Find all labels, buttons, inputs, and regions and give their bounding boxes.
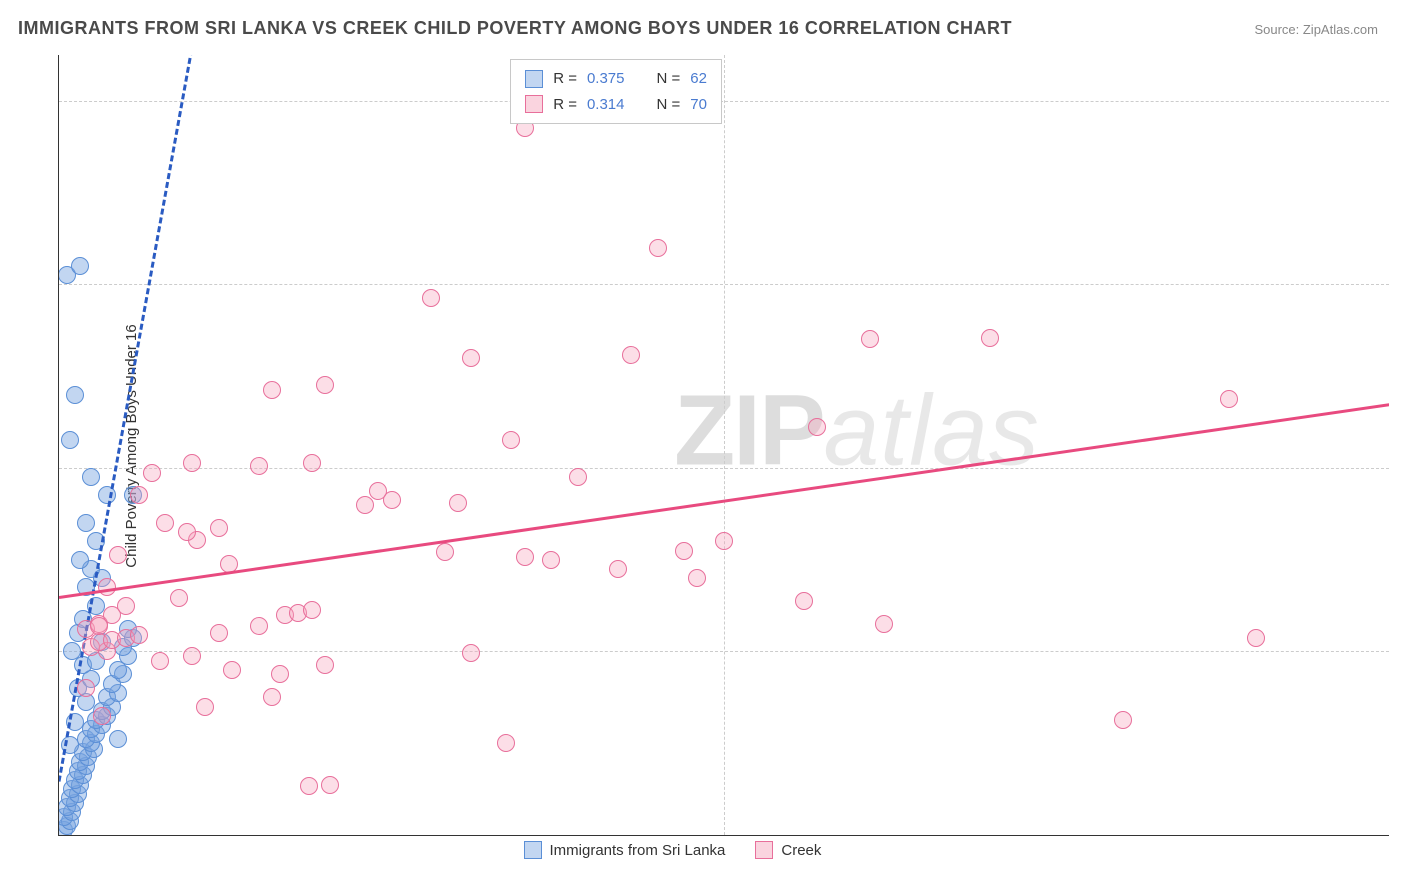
watermark-zip: ZIP (674, 375, 824, 487)
data-point (688, 569, 706, 587)
data-point (151, 652, 169, 670)
source-attribution: Source: ZipAtlas.com (1254, 22, 1378, 37)
data-point (250, 617, 268, 635)
n-label-1: N = (657, 66, 681, 92)
chart-title: IMMIGRANTS FROM SRI LANKA VS CREEK CHILD… (18, 18, 1012, 39)
n-value-1: 62 (690, 66, 707, 92)
data-point (300, 777, 318, 795)
data-point (356, 496, 374, 514)
data-point (622, 346, 640, 364)
legend-row-1: R = 0.375 N = 62 (525, 66, 707, 92)
data-point (795, 592, 813, 610)
data-point (1220, 390, 1238, 408)
data-point (103, 606, 121, 624)
data-point (109, 730, 127, 748)
source-value: ZipAtlas.com (1303, 22, 1378, 37)
data-point (156, 514, 174, 532)
data-point (369, 482, 387, 500)
data-point (569, 468, 587, 486)
data-point (210, 519, 228, 537)
r-value-1: 0.375 (587, 66, 625, 92)
data-point (462, 349, 480, 367)
data-point (183, 647, 201, 665)
data-point (462, 644, 480, 662)
data-point (436, 543, 454, 561)
data-point (71, 551, 89, 569)
data-point (130, 486, 148, 504)
data-point (715, 532, 733, 550)
data-point (316, 376, 334, 394)
data-point (981, 329, 999, 347)
data-point (649, 239, 667, 257)
data-point (516, 548, 534, 566)
gridline-v (724, 55, 725, 835)
watermark: ZIPatlas (674, 374, 1040, 489)
swatch-pink (525, 95, 543, 113)
data-point (71, 257, 89, 275)
data-point (502, 431, 520, 449)
data-point (321, 776, 339, 794)
data-point (422, 289, 440, 307)
data-point (497, 734, 515, 752)
series-label-1: Immigrants from Sri Lanka (550, 842, 726, 859)
swatch-blue (525, 70, 543, 88)
data-point (263, 688, 281, 706)
data-point (61, 431, 79, 449)
plot-area: ZIPatlas 20.0%40.0%60.0%80.0%0.0%50.0% (58, 55, 1389, 836)
data-point (77, 514, 95, 532)
data-point (183, 454, 201, 472)
data-point (303, 601, 321, 619)
data-point (93, 707, 111, 725)
data-point (143, 464, 161, 482)
data-point (875, 615, 893, 633)
data-point (250, 457, 268, 475)
data-point (130, 626, 148, 644)
data-point (675, 542, 693, 560)
n-label-2: N = (657, 92, 681, 118)
swatch-blue-2 (524, 841, 542, 859)
legend-series: Immigrants from Sri Lanka Creek (524, 841, 822, 859)
legend-item-2: Creek (755, 841, 821, 859)
data-point (1247, 629, 1265, 647)
data-point (808, 418, 826, 436)
data-point (223, 661, 241, 679)
chart-container: IMMIGRANTS FROM SRI LANKA VS CREEK CHILD… (0, 0, 1406, 892)
data-point (109, 546, 127, 564)
legend-item-1: Immigrants from Sri Lanka (524, 841, 726, 859)
data-point (609, 560, 627, 578)
data-point (66, 386, 84, 404)
r-label-2: R = (553, 92, 577, 118)
data-point (82, 468, 100, 486)
data-point (303, 454, 321, 472)
swatch-pink-2 (755, 841, 773, 859)
data-point (210, 624, 228, 642)
data-point (170, 589, 188, 607)
legend-row-2: R = 0.314 N = 70 (525, 92, 707, 118)
r-label-1: R = (553, 66, 577, 92)
data-point (542, 551, 560, 569)
data-point (861, 330, 879, 348)
data-point (316, 656, 334, 674)
data-point (449, 494, 467, 512)
series-label-2: Creek (781, 842, 821, 859)
data-point (77, 679, 95, 697)
data-point (263, 381, 281, 399)
data-point (271, 665, 289, 683)
data-point (196, 698, 214, 716)
data-point (178, 523, 196, 541)
source-label: Source: (1254, 22, 1302, 37)
r-value-2: 0.314 (587, 92, 625, 118)
data-point (63, 642, 81, 660)
n-value-2: 70 (690, 92, 707, 118)
data-point (1114, 711, 1132, 729)
legend-correlation: R = 0.375 N = 62 R = 0.314 N = 70 (510, 59, 722, 124)
